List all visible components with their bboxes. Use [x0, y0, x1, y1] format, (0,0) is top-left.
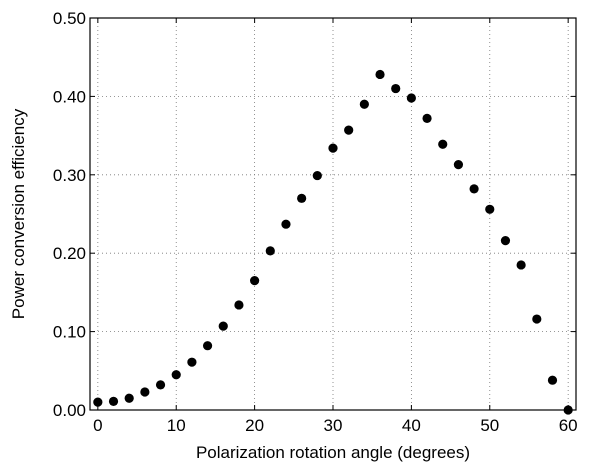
data-point	[469, 184, 479, 194]
x-tick-label: 0	[93, 416, 102, 435]
data-point	[140, 387, 150, 397]
data-point	[375, 69, 385, 80]
x-tick-label: 40	[402, 416, 421, 435]
x-axis-title: Polarization rotation angle (degrees)	[196, 443, 470, 462]
data-point	[547, 375, 558, 385]
data-point	[108, 396, 119, 406]
data-point	[187, 357, 197, 367]
y-tick-label: 0.50	[53, 9, 86, 28]
data-point	[281, 219, 291, 229]
data-points	[93, 69, 573, 415]
data-point	[312, 170, 322, 181]
data-point	[124, 393, 134, 403]
y-tick-label: 0.30	[53, 166, 86, 185]
data-point	[202, 341, 213, 351]
data-point	[359, 99, 369, 109]
axis-ticks: 0 10 20 30 40 50 60 0.00 0.10 0.20 0.30 0.40 0.50	[53, 9, 578, 435]
data-point	[328, 143, 338, 153]
x-tick-label: 10	[167, 416, 186, 435]
data-point	[218, 321, 228, 331]
data-point	[155, 380, 166, 390]
data-point	[171, 370, 181, 380]
data-point	[93, 397, 103, 407]
data-point	[532, 314, 542, 324]
data-point	[422, 113, 432, 123]
y-tick-label: 0.00	[53, 401, 86, 420]
y-tick-label: 0.10	[53, 323, 86, 342]
x-tick-label: 60	[559, 416, 578, 435]
data-point	[563, 405, 573, 415]
grid	[90, 17, 576, 411]
data-point	[391, 83, 401, 94]
data-point	[344, 125, 354, 135]
data-point	[485, 204, 495, 214]
y-tick-label: 0.20	[53, 244, 86, 263]
data-point	[500, 236, 511, 246]
data-point	[250, 276, 260, 286]
data-point	[438, 139, 448, 149]
y-tick-label: 0.40	[53, 87, 86, 106]
x-tick-label: 50	[480, 416, 499, 435]
data-point	[453, 160, 464, 170]
y-axis-title: Power conversion efficiency	[9, 108, 28, 319]
data-point	[297, 193, 307, 203]
data-point	[406, 93, 416, 103]
x-tick-label: 20	[245, 416, 264, 435]
x-tick-label: 30	[324, 416, 343, 435]
data-point	[516, 260, 526, 270]
data-point	[234, 300, 244, 310]
data-point	[265, 246, 275, 256]
